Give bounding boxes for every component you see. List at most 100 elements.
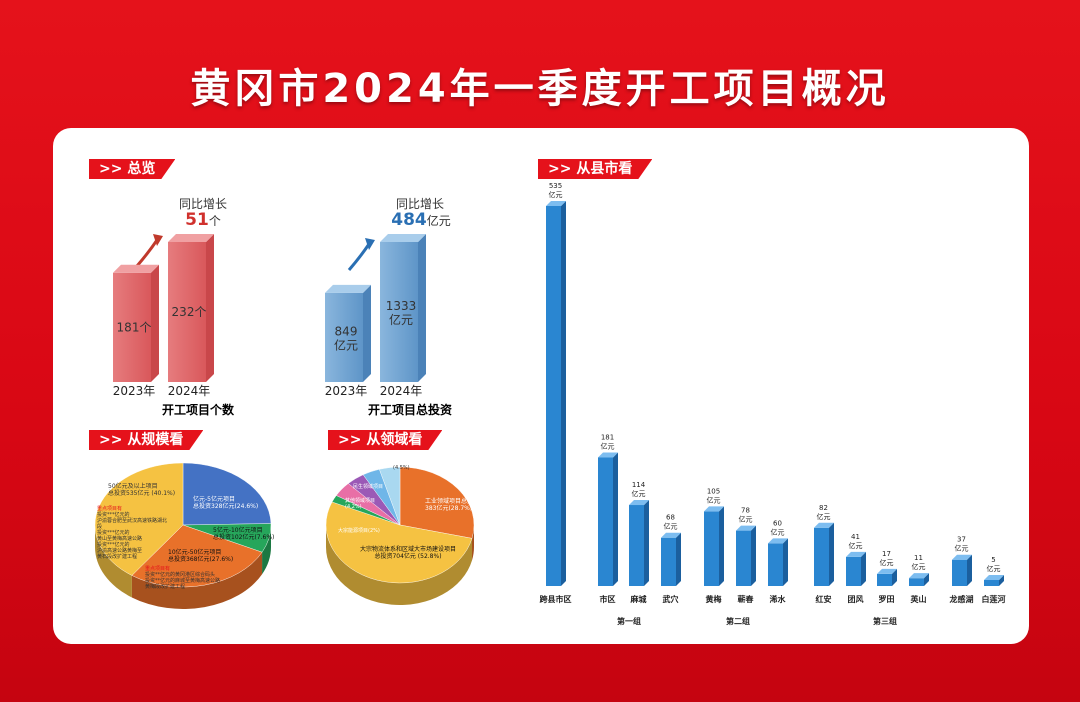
- scale-pie-slice-side-1: [262, 525, 271, 575]
- domain-label-logistics-name: 大宗物流体系和区域大市场建设项目: [359, 546, 456, 553]
- county-bar-side-10: [924, 573, 929, 586]
- county-value-unit-4: 亿元: [707, 495, 721, 504]
- county-value-unit-0: 亿元: [549, 190, 563, 199]
- invest-bar-1-top: [380, 234, 426, 242]
- domain-label-energy-name: 大宗能源项目: [338, 528, 369, 534]
- count-year-label-0: 2023年: [113, 384, 156, 398]
- domain-pie-slice-side-1: [326, 525, 473, 606]
- scale-label-1to5-value: 总投资328亿元(24.6%): [193, 503, 259, 510]
- scale-notes-b: 重点项目有 投资**亿元的黄冈港区综合码头 投资**亿元的麻城至黄梅高速公路 黄…: [145, 566, 225, 590]
- invest-year-label-0: 2023年: [325, 384, 368, 398]
- scale-note-title-a: 50亿元及以上项目 总投资535亿元 (40.1%): [108, 483, 183, 497]
- count-bar-0: [113, 272, 151, 382]
- county-value-unit-3: 亿元: [664, 522, 678, 531]
- county-category-label-0: 跨县市区: [540, 594, 572, 604]
- count-growth-arrow-icon: [135, 239, 159, 267]
- county-category-label-3: 武穴: [663, 594, 679, 604]
- count-growth-value: 51个: [163, 210, 243, 230]
- county-bar-7: [814, 527, 829, 586]
- count-bar-label-0: 181个: [117, 320, 152, 334]
- county-value-label-11: 37: [957, 536, 966, 544]
- invest-bar-unit-0: 亿元: [334, 337, 358, 352]
- count-bar-0-top: [113, 264, 159, 273]
- scale-note-b-line-1: 投资**亿元的麻城至黄梅高速公路: [145, 578, 221, 584]
- county-bar-top-11: [952, 554, 972, 560]
- county-bar-4: [704, 511, 719, 586]
- county-category-label-9: 罗田: [879, 595, 895, 604]
- scale-label-5to10-name: 5亿元-10亿元项目: [213, 527, 263, 534]
- domain-pie-slice-0: [399, 466, 475, 539]
- invest-bar-1: [380, 242, 418, 382]
- invest-year-label-1: 2024年: [380, 384, 423, 398]
- county-value-unit-5: 亿元: [739, 515, 753, 524]
- county-value-unit-11: 亿元: [955, 544, 969, 553]
- scale-label-50plus: 50亿元及以上项目: [108, 483, 158, 490]
- invest-growth-value: 484亿元: [371, 210, 471, 230]
- county-bar-0: [546, 206, 561, 586]
- scale-label-10to50-name: 10亿元-50亿元项目: [168, 549, 222, 556]
- invest-growth-label: 同比增长: [395, 197, 444, 211]
- invest-bar-unit-1: 亿元: [389, 312, 413, 327]
- scale-label-1to5-name: 亿元-5亿元项目: [193, 496, 235, 503]
- county-value-label-6: 60: [773, 519, 782, 527]
- county-bar-chart: 535亿元跨县市区181亿元市区114亿元麻城68亿元武穴105亿元黄梅78亿元…: [540, 182, 1006, 626]
- county-bar-top-2: [629, 500, 649, 506]
- county-bar-9: [877, 573, 892, 586]
- county-value-label-9: 17: [882, 550, 891, 558]
- county-value-label-7: 82: [819, 504, 828, 512]
- count-bar-1-side: [206, 234, 214, 382]
- county-group-label-0: 第一组: [617, 616, 641, 626]
- county-bar-side-2: [644, 500, 649, 586]
- invest-growth-number: 484: [391, 210, 427, 230]
- county-bar-side-4: [719, 506, 724, 586]
- domain-label-energy: 大宗能源项目(2%): [338, 528, 418, 534]
- domain-pie-slice-6: [379, 466, 401, 526]
- count-bar-label-1: 232个: [172, 305, 207, 319]
- scale-pie-slice-2: [131, 524, 263, 588]
- county-group-label-2: 第三组: [873, 616, 897, 626]
- scale-note-a-line-1: 沪渝蓉合肥至武汉高速铁路湖北段: [97, 518, 168, 530]
- count-growth-label: 同比增长: [178, 197, 227, 211]
- scale-note-b-line-0: 投资**亿元的黄冈港区综合码头: [145, 572, 216, 578]
- county-bar-3: [661, 537, 676, 586]
- scale-label-10to50: 10亿元-50亿元项目 总投资368亿元(27.6%): [168, 549, 240, 563]
- county-bar-top-5: [736, 525, 756, 531]
- invest-bar-1-side: [418, 234, 426, 382]
- scale-label-10to50-value: 总投资368亿元(27.6%): [168, 556, 234, 563]
- domain-pie: [325, 466, 475, 606]
- domain-pie-slice-1: [325, 501, 473, 584]
- county-value-unit-1: 亿元: [601, 441, 615, 450]
- invest-bar-0-top: [325, 284, 371, 293]
- county-value-unit-7: 亿元: [817, 512, 831, 521]
- domain-label-industry: 工业领域项目总投资 383亿元(28.7%): [425, 498, 495, 512]
- scale-label-1to5: 亿元-5亿元项目 总投资328亿元(24.6%): [193, 496, 263, 510]
- county-bar-top-1: [598, 452, 618, 458]
- county-bar-2: [629, 505, 644, 586]
- scale-note-a-line-6: 黄石段改扩建工程: [97, 554, 138, 560]
- county-bar-10: [909, 578, 924, 586]
- scale-pie-slice-side-3: [95, 525, 132, 598]
- scale-pie-slice-side-2: [131, 552, 263, 609]
- invest-bar-label-1: 1333: [386, 299, 417, 313]
- domain-label-logistics-value: 总投资704亿元 (52.8%): [374, 553, 442, 560]
- count-growth-arrowhead-icon: [153, 234, 163, 246]
- county-bar-top-12: [984, 575, 1004, 580]
- county-bar-side-7: [829, 522, 834, 586]
- county-bar-1: [598, 457, 613, 586]
- count-bar-1: [168, 242, 206, 382]
- scale-label-5to10-value: 总投资102亿元(7.6%): [213, 534, 275, 541]
- county-bar-5: [736, 530, 751, 586]
- county-bar-side-11: [967, 554, 972, 586]
- county-bar-side-9: [892, 568, 897, 586]
- scale-pie-slice-3: [94, 462, 184, 576]
- section-scale-header: >> 从规模看: [89, 430, 203, 450]
- county-category-label-12: 白莲河: [982, 594, 1006, 604]
- invest-bar-label-0: 849: [335, 324, 358, 338]
- county-bar-side-6: [783, 538, 788, 586]
- county-bar-top-9: [877, 568, 897, 574]
- county-bar-top-3: [661, 532, 681, 538]
- county-category-label-4: 黄梅: [706, 594, 722, 604]
- county-bar-top-8: [846, 551, 866, 557]
- county-bar-side-8: [861, 551, 866, 586]
